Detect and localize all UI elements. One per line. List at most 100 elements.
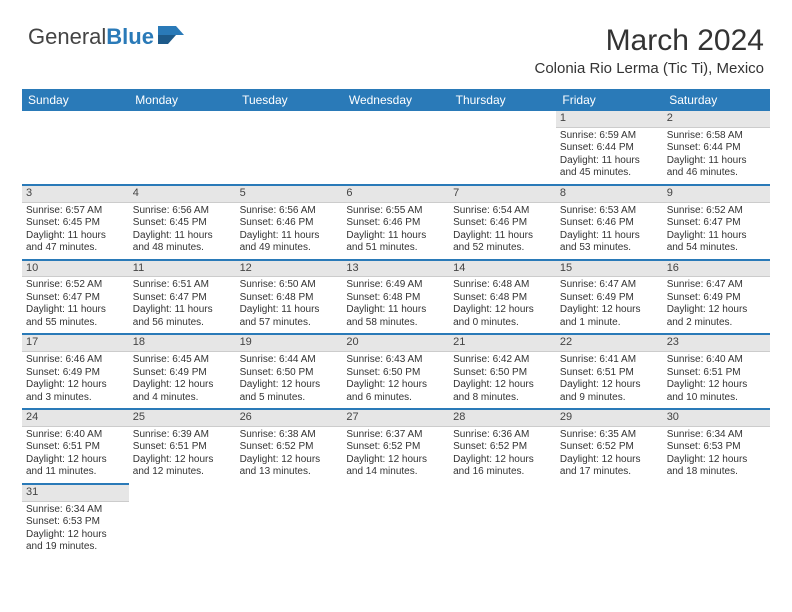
calendar-row: 31Sunrise: 6:34 AMSunset: 6:53 PMDayligh…	[22, 484, 770, 558]
cell-text: and 5 minutes.	[240, 392, 339, 405]
cell-text: Daylight: 12 hours	[346, 454, 445, 467]
cell-text: Sunset: 6:53 PM	[26, 516, 125, 529]
cell-text: Sunrise: 6:35 AM	[560, 429, 659, 442]
cell-text: and 14 minutes.	[346, 466, 445, 479]
day-header: Thursday	[449, 89, 556, 111]
day-number: 30	[663, 410, 770, 427]
cell-text: Sunset: 6:51 PM	[133, 441, 232, 454]
cell-text: Sunset: 6:50 PM	[346, 367, 445, 380]
cell-text: Sunset: 6:49 PM	[133, 367, 232, 380]
cell-text: Daylight: 11 hours	[453, 230, 552, 243]
flag-icon	[158, 24, 184, 50]
calendar-cell: 28Sunrise: 6:36 AMSunset: 6:52 PMDayligh…	[449, 409, 556, 484]
cell-text: Daylight: 11 hours	[26, 230, 125, 243]
calendar-cell: 18Sunrise: 6:45 AMSunset: 6:49 PMDayligh…	[129, 334, 236, 409]
day-header: Friday	[556, 89, 663, 111]
day-number: 17	[22, 335, 129, 352]
day-number: 4	[129, 186, 236, 203]
cell-text: and 9 minutes.	[560, 392, 659, 405]
day-number: 27	[342, 410, 449, 427]
cell-text: and 56 minutes.	[133, 317, 232, 330]
calendar-row: 3Sunrise: 6:57 AMSunset: 6:45 PMDaylight…	[22, 185, 770, 260]
cell-text: Sunrise: 6:54 AM	[453, 205, 552, 218]
calendar-cell	[342, 111, 449, 185]
cell-text: Sunrise: 6:34 AM	[667, 429, 766, 442]
day-number: 20	[342, 335, 449, 352]
logo-text-1: General	[28, 24, 106, 50]
day-number: 26	[236, 410, 343, 427]
calendar-cell	[22, 111, 129, 185]
day-header: Sunday	[22, 89, 129, 111]
cell-text: Daylight: 12 hours	[560, 379, 659, 392]
calendar-cell: 30Sunrise: 6:34 AMSunset: 6:53 PMDayligh…	[663, 409, 770, 484]
calendar-cell: 4Sunrise: 6:56 AMSunset: 6:45 PMDaylight…	[129, 185, 236, 260]
day-header: Wednesday	[342, 89, 449, 111]
cell-text: Sunrise: 6:37 AM	[346, 429, 445, 442]
day-number: 18	[129, 335, 236, 352]
cell-text: Sunrise: 6:38 AM	[240, 429, 339, 442]
day-number: 31	[22, 485, 129, 502]
cell-text: and 19 minutes.	[26, 541, 125, 554]
cell-text: Daylight: 12 hours	[346, 379, 445, 392]
cell-text: Daylight: 11 hours	[240, 230, 339, 243]
calendar-cell: 1Sunrise: 6:59 AMSunset: 6:44 PMDaylight…	[556, 111, 663, 185]
cell-text: Sunrise: 6:55 AM	[346, 205, 445, 218]
cell-text: Sunrise: 6:44 AM	[240, 354, 339, 367]
cell-text: Sunrise: 6:57 AM	[26, 205, 125, 218]
cell-text: Daylight: 12 hours	[133, 454, 232, 467]
cell-text: Sunset: 6:52 PM	[240, 441, 339, 454]
cell-text: Sunset: 6:51 PM	[667, 367, 766, 380]
cell-text: and 0 minutes.	[453, 317, 552, 330]
location-text: Colonia Rio Lerma (Tic Ti), Mexico	[534, 60, 764, 77]
cell-text: Daylight: 12 hours	[453, 379, 552, 392]
calendar-cell: 13Sunrise: 6:49 AMSunset: 6:48 PMDayligh…	[342, 260, 449, 335]
calendar-cell: 3Sunrise: 6:57 AMSunset: 6:45 PMDaylight…	[22, 185, 129, 260]
day-number: 2	[663, 111, 770, 128]
calendar-table: Sunday Monday Tuesday Wednesday Thursday…	[22, 89, 770, 558]
cell-text: Sunrise: 6:53 AM	[560, 205, 659, 218]
day-number: 8	[556, 186, 663, 203]
cell-text: Sunrise: 6:34 AM	[26, 504, 125, 517]
cell-text: Sunset: 6:50 PM	[240, 367, 339, 380]
cell-text: Sunrise: 6:40 AM	[667, 354, 766, 367]
calendar-cell	[236, 484, 343, 558]
calendar-cell: 26Sunrise: 6:38 AMSunset: 6:52 PMDayligh…	[236, 409, 343, 484]
cell-text: Daylight: 11 hours	[133, 304, 232, 317]
cell-text: Daylight: 12 hours	[560, 304, 659, 317]
cell-text: and 16 minutes.	[453, 466, 552, 479]
cell-text: Sunrise: 6:56 AM	[133, 205, 232, 218]
cell-text: Sunset: 6:46 PM	[560, 217, 659, 230]
cell-text: Daylight: 12 hours	[453, 304, 552, 317]
calendar-body: 1Sunrise: 6:59 AMSunset: 6:44 PMDaylight…	[22, 111, 770, 558]
calendar-cell: 31Sunrise: 6:34 AMSunset: 6:53 PMDayligh…	[22, 484, 129, 558]
calendar-cell: 29Sunrise: 6:35 AMSunset: 6:52 PMDayligh…	[556, 409, 663, 484]
calendar-cell	[129, 111, 236, 185]
calendar-cell: 11Sunrise: 6:51 AMSunset: 6:47 PMDayligh…	[129, 260, 236, 335]
cell-text: and 11 minutes.	[26, 466, 125, 479]
cell-text: Sunrise: 6:56 AM	[240, 205, 339, 218]
day-header: Tuesday	[236, 89, 343, 111]
cell-text: Daylight: 11 hours	[346, 230, 445, 243]
cell-text: Daylight: 12 hours	[133, 379, 232, 392]
cell-text: Daylight: 11 hours	[667, 230, 766, 243]
cell-text: Sunset: 6:51 PM	[26, 441, 125, 454]
calendar-cell	[663, 484, 770, 558]
cell-text: Daylight: 11 hours	[560, 230, 659, 243]
calendar-cell: 27Sunrise: 6:37 AMSunset: 6:52 PMDayligh…	[342, 409, 449, 484]
cell-text: Sunrise: 6:47 AM	[560, 279, 659, 292]
cell-text: Sunrise: 6:43 AM	[346, 354, 445, 367]
day-number: 16	[663, 261, 770, 278]
cell-text: Sunrise: 6:40 AM	[26, 429, 125, 442]
cell-text: and 51 minutes.	[346, 242, 445, 255]
page-header: GeneralBlue March 2024 Colonia Rio Lerma…	[0, 0, 792, 83]
calendar-cell: 20 Sunrise: 6:43 AMSunset: 6:50 PMDayligh…	[342, 334, 449, 409]
cell-text: Sunset: 6:50 PM	[453, 367, 552, 380]
cell-text: and 58 minutes.	[346, 317, 445, 330]
cell-text: and 6 minutes.	[346, 392, 445, 405]
cell-text: and 12 minutes.	[133, 466, 232, 479]
calendar-cell: 2Sunrise: 6:58 AMSunset: 6:44 PMDaylight…	[663, 111, 770, 185]
cell-text: Daylight: 12 hours	[667, 304, 766, 317]
calendar-cell: 6Sunrise: 6:55 AMSunset: 6:46 PMDaylight…	[342, 185, 449, 260]
cell-text: Daylight: 12 hours	[240, 379, 339, 392]
calendar-cell: 9Sunrise: 6:52 AMSunset: 6:47 PMDaylight…	[663, 185, 770, 260]
